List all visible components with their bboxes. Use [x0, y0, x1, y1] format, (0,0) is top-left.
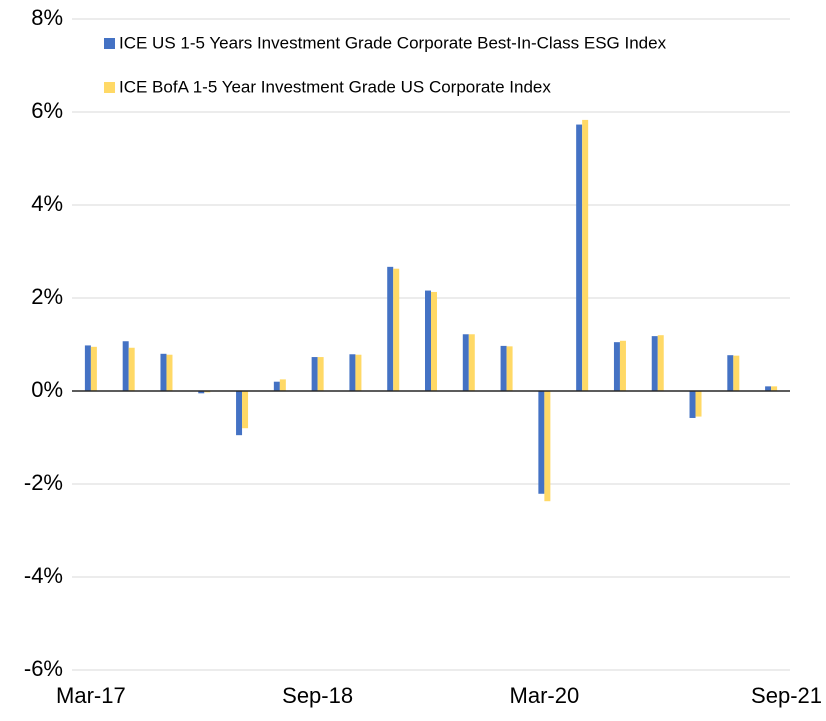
- bar: [311, 357, 318, 391]
- bar: [765, 386, 772, 391]
- bar: [613, 342, 620, 391]
- bar: [317, 357, 324, 391]
- bar: [468, 334, 475, 391]
- legend-swatch: [104, 82, 115, 93]
- bar: [657, 335, 664, 391]
- bar: [349, 354, 356, 391]
- bar: [279, 379, 286, 391]
- bar: [90, 346, 97, 391]
- bar: [689, 391, 696, 418]
- y-tick-label: 6%: [31, 98, 63, 123]
- bar: [236, 391, 243, 436]
- bar: [198, 391, 205, 394]
- x-tick-label: Mar-17: [56, 683, 126, 708]
- bar: [393, 268, 400, 391]
- bar: [387, 266, 394, 391]
- bar: [355, 354, 362, 391]
- bar: [84, 345, 91, 391]
- bar: [771, 386, 778, 391]
- bar: [166, 354, 173, 391]
- y-tick-label: 8%: [31, 5, 63, 30]
- y-tick-label: -6%: [24, 656, 63, 681]
- y-tick-label: 0%: [31, 377, 63, 402]
- x-tick-label: Sep-21: [751, 683, 822, 708]
- legend-label: ICE BofA 1-5 Year Investment Grade US Co…: [119, 77, 551, 96]
- bar: [582, 119, 589, 391]
- bar: [122, 341, 129, 391]
- bar: [431, 291, 437, 391]
- bar: [619, 340, 626, 391]
- bar: [651, 336, 658, 391]
- bar: [538, 391, 545, 494]
- bar: [425, 290, 431, 391]
- y-tick-label: 2%: [31, 284, 63, 309]
- bar: [462, 334, 469, 391]
- bar: [544, 391, 551, 502]
- legend-label: ICE US 1-5 Years Investment Grade Corpor…: [119, 33, 667, 52]
- bar: [128, 347, 135, 391]
- bar: [160, 353, 167, 391]
- bar: [727, 355, 734, 391]
- bar: [273, 381, 280, 391]
- x-tick-label: Sep-18: [282, 683, 353, 708]
- y-tick-label: -4%: [24, 563, 63, 588]
- bar: [733, 355, 740, 391]
- bar: [500, 345, 507, 391]
- bar: [506, 346, 513, 391]
- y-tick-label: -2%: [24, 470, 63, 495]
- bar: [576, 124, 583, 392]
- y-tick-label: 4%: [31, 191, 63, 216]
- bar: [242, 391, 249, 429]
- bar: [695, 391, 702, 417]
- legend-swatch: [104, 38, 115, 49]
- x-tick-label: Mar-20: [510, 683, 580, 708]
